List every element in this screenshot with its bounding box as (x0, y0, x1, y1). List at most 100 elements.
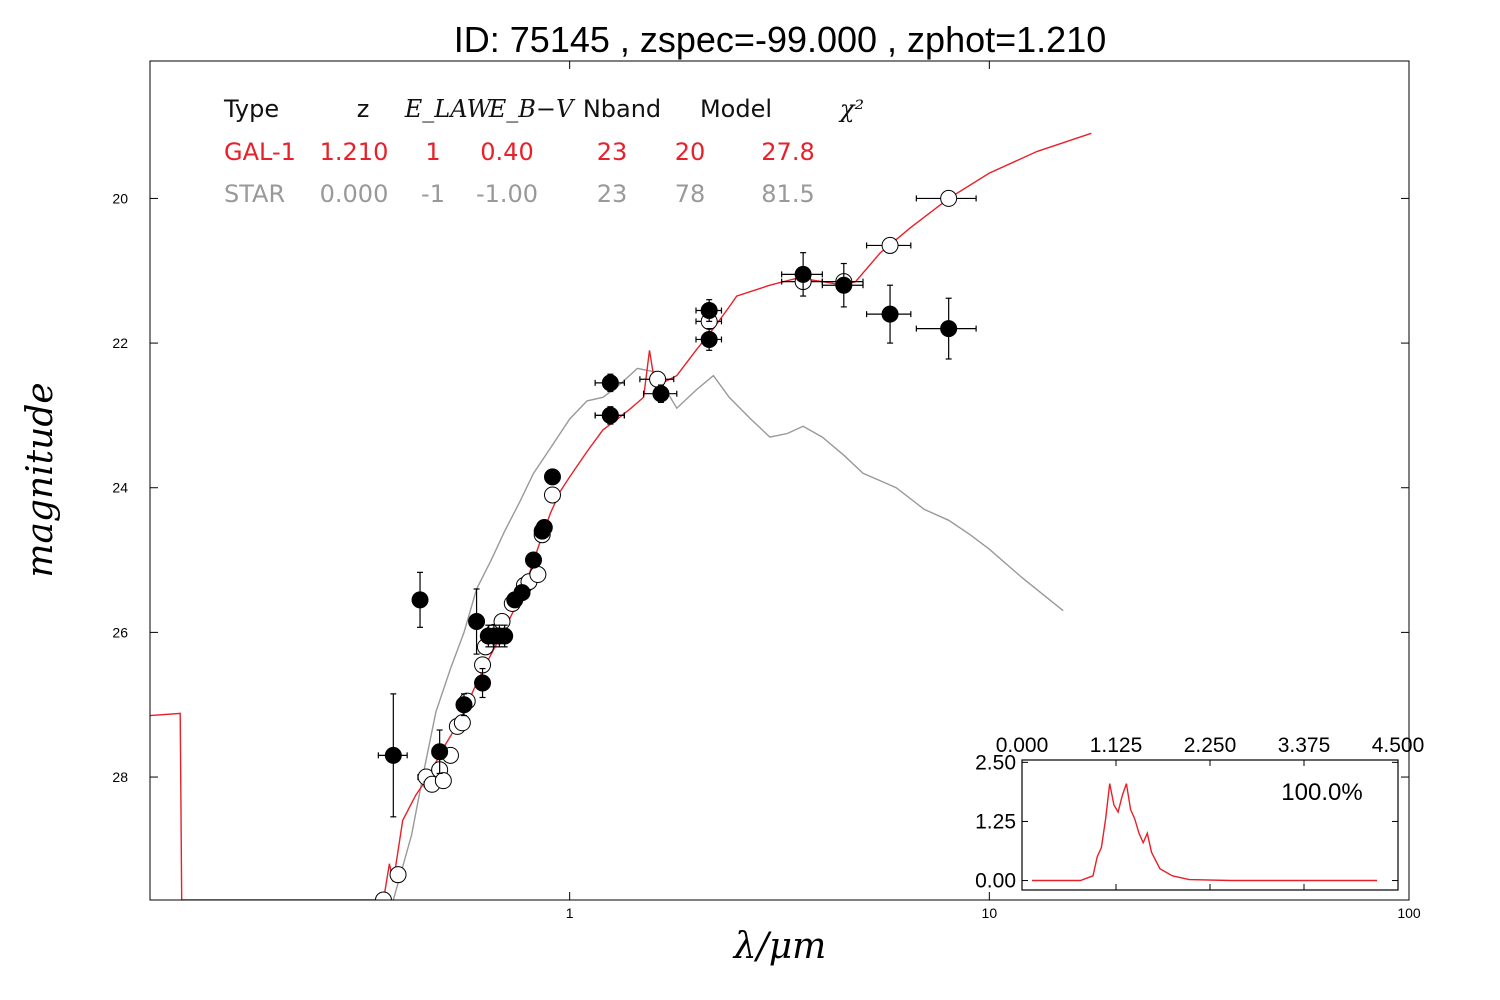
table-cell-1-6: 81.5 (761, 180, 814, 208)
observed-point-21 (781, 252, 823, 297)
observed-marker (513, 584, 531, 602)
table-header-1: z (357, 95, 370, 123)
model-mag-point-19 (543, 486, 561, 504)
model-marker (543, 486, 561, 504)
observed-point-24 (915, 297, 977, 360)
table-cell-0-5: 20 (675, 138, 706, 166)
observed-marker (384, 746, 402, 764)
x-tick-label-0: 1 (566, 905, 574, 921)
model-mag-point-5 (434, 772, 452, 790)
table-cell-1-1: 0.000 (320, 180, 389, 208)
table-header-3: E_B−V (488, 95, 576, 123)
table-header-2: E_LAW (404, 95, 494, 123)
table-header-4: Nband (583, 95, 661, 123)
table-cell-1-2: -1 (421, 180, 445, 208)
table-header-5: Model (700, 95, 772, 123)
table-cell-1-4: 23 (597, 180, 628, 208)
galaxy-model-line (150, 132, 1092, 900)
y-tick-label-1: 22 (112, 335, 128, 351)
observed-point-14 (535, 519, 553, 537)
table-cell-0-1: 1.210 (320, 138, 389, 166)
model-marker (374, 891, 392, 900)
table-cell-1-3: -1.00 (476, 180, 538, 208)
observed-marker (468, 613, 486, 631)
x-axis-label: λ/μm (732, 926, 826, 967)
inset-x-tick-label-0: 0.000 (996, 734, 1049, 757)
model-mag-point-13 (493, 613, 511, 631)
observed-point-17 (594, 406, 625, 425)
observed-marker (700, 330, 718, 348)
observed-marker (601, 406, 619, 424)
model-marker (529, 566, 547, 584)
observed-marker (700, 302, 718, 320)
table-cell-1-5: 78 (675, 180, 706, 208)
x-tick-label-1: 10 (982, 905, 998, 921)
series-layer (150, 132, 1092, 900)
model-mag-point-8 (453, 714, 471, 732)
observed-point-22 (821, 262, 864, 308)
table-cell-1-0: STAR (224, 180, 285, 208)
observed-marker (496, 627, 514, 645)
observed-point-16 (594, 373, 625, 393)
plot-frame (149, 60, 1410, 901)
observed-marker (652, 385, 670, 403)
table-cell-0-6: 27.8 (761, 138, 814, 166)
model-mag-point-1 (389, 866, 407, 884)
observed-marker (455, 696, 473, 714)
observed-marker (411, 591, 429, 609)
inset-x-tick-label-3: 3.375 (1278, 734, 1331, 757)
observed-marker (940, 320, 958, 338)
observed-point-19 (695, 299, 723, 322)
model-mag-point-0 (374, 891, 392, 900)
model-marker (881, 236, 899, 254)
table-cell-0-2: 1 (425, 138, 440, 166)
model-mag-point-21 (639, 370, 675, 388)
observed-point-5 (474, 667, 492, 699)
x-tick-label-2: 100 (1397, 905, 1421, 921)
chart-title: ID: 75145 , zspec=-99.000 , zphot=1.210 (454, 19, 1106, 60)
tick-layer: 1 10 100 20 22 24 26 28 (112, 61, 1421, 921)
observed-point-4 (468, 588, 486, 655)
pdz-inset: 0.000 1.125 2.250 3.375 4.500 0.00 1.25 2.50 100… (975, 734, 1424, 893)
observed-point-20 (695, 328, 723, 351)
observed-marker (794, 265, 812, 283)
observed-point-9 (496, 624, 514, 648)
model-marker (389, 866, 407, 884)
inset-x-tick-label-2: 2.250 (1184, 734, 1237, 757)
table-header-0: Type (223, 95, 279, 123)
observed-marker (835, 276, 853, 294)
table-cell-0-4: 23 (597, 138, 628, 166)
observed-marker (535, 519, 553, 537)
inset-pdz-line (1032, 783, 1378, 882)
table-cell-0-0: GAL-1 (224, 138, 296, 166)
inset-y-tick-label-0: 0.00 (975, 870, 1016, 893)
inset-x-tick-label-1: 1.125 (1090, 734, 1143, 757)
inset-y-tick-label-1: 1.25 (975, 810, 1016, 833)
model-marker (940, 189, 958, 207)
y-axis-label: magnitude (20, 382, 61, 577)
model-marker (434, 772, 452, 790)
observed-marker (881, 305, 899, 323)
observed-point-11 (513, 584, 531, 602)
model-mag-point-25 (866, 236, 912, 254)
observed-point-23 (866, 284, 912, 344)
inset-x-tick-label-4: 4.500 (1372, 734, 1425, 757)
model-marker (453, 714, 471, 732)
observed-marker (601, 374, 619, 392)
observed-point-18 (642, 384, 678, 403)
observed-point-12 (524, 551, 542, 569)
observed-point-1 (411, 571, 429, 628)
table-cell-0-3: 0.40 (480, 138, 533, 166)
observed-point-2 (431, 729, 449, 775)
observed-marker (524, 551, 542, 569)
model-mag-point-10 (474, 656, 492, 674)
y-tick-label-3: 26 (112, 624, 128, 640)
model-mag-point-17 (529, 566, 547, 584)
model-mag-point-26 (915, 189, 977, 207)
observed-point-15 (543, 468, 561, 486)
y-tick-label-2: 24 (112, 480, 128, 496)
observed-marker (431, 743, 449, 761)
inset-probability-label: 100.0% (1281, 779, 1362, 806)
y-tick-label-0: 20 (112, 190, 128, 206)
